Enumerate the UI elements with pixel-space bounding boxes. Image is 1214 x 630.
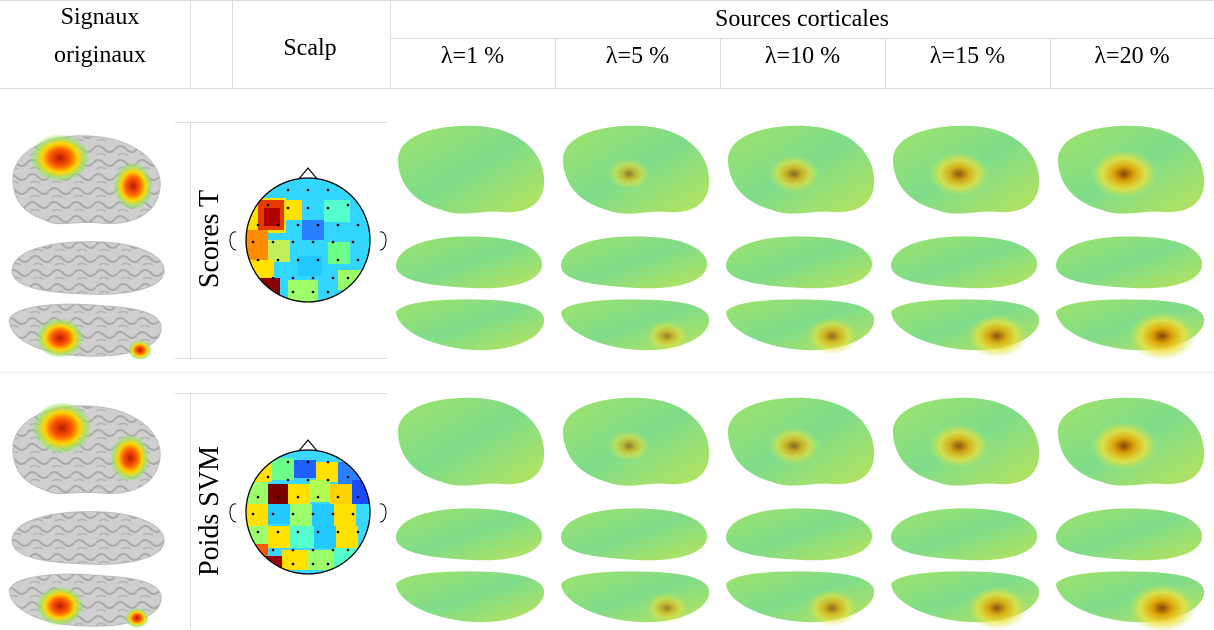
cortex-lateral-row2-col3 [727,397,875,486]
cortex-ventral-row2-col1 [396,571,545,623]
header-lambda-1: λ=1 % [440,43,505,69]
cortex-lateral-row1-col4 [892,125,1040,214]
cortex-ventral-row1-col5 [1056,299,1205,361]
header-original-signals-line2: originaux [54,42,146,68]
grid-v-3 [390,0,391,88]
cortex-lateral-row2-col1 [397,397,545,486]
header-lambda-10: λ=10 % [764,43,841,69]
cortex-medial-row1-col3 [725,236,873,289]
cortex-ventral-row1-col2 [561,299,710,352]
cortex-ventral-row2-col2 [561,571,710,624]
brain-medial-row1 [11,241,165,295]
cortex-lateral-row2-col2 [562,397,710,486]
cortex-ventral-row2-col3 [726,571,875,627]
grid-line-header-bottom [0,88,1214,89]
cortex-medial-row1-col4 [890,236,1038,289]
grid-v-2 [232,0,233,88]
brain-lateral-row2 [12,402,161,495]
cortex-lateral-row1-col3 [727,125,875,214]
cortex-medial-row1-col1 [395,236,543,289]
brain-lateral-row1 [12,134,161,225]
cortex-lateral-row2-col5 [1057,397,1205,486]
cortex-medial-row1-col2 [560,236,708,289]
label-box-1-top [175,122,387,123]
grid-v-7 [1050,38,1051,88]
cortex-ventral-row2-col4 [891,571,1040,630]
label-box-1-bottom [175,358,387,359]
cortex-medial-row2-col4 [890,508,1038,561]
cortex-medial-row2-col3 [725,508,873,561]
row-separator [0,372,1214,373]
cortex-lateral-row1-col1 [397,125,545,214]
header-original-signals-line1: Signaux [60,4,140,30]
label-box-2-top [175,393,387,394]
cortex-ventral-row2-col5 [1056,571,1205,630]
cortex-lateral-row2-col4 [892,397,1040,486]
header-lambda-15: λ=15 % [929,43,1006,69]
brain-ventral-row1 [8,303,162,360]
scalp-map-row1 [229,167,387,303]
grid-v-6 [885,38,886,88]
cortex-ventral-row1-col4 [891,299,1040,358]
header-lambda-20: λ=20 % [1094,43,1170,69]
cortex-medial-row1-col5 [1055,236,1203,289]
cortex-ventral-row1-col1 [396,299,545,351]
grid-v-5 [720,38,721,88]
cortex-medial-row2-col1 [395,508,543,561]
cortex-ventral-row1-col3 [726,299,875,355]
grid-line-top [0,0,1214,1]
label-box-1-left [190,122,191,358]
grid-v-1 [190,0,191,88]
label-box-2-left [190,393,191,629]
header-original-signals: Signaux originaux [10,3,190,69]
grid-line-lambda [390,38,1214,39]
cortex-lateral-row1-col5 [1057,125,1205,214]
cortex-lateral-row1-col2 [562,125,710,214]
cortex-medial-row2-col5 [1055,508,1203,561]
header-cortical-sources: Sources corticales [715,6,889,32]
header-scalp: Scalp [283,35,337,61]
row-label-svm-weights: Poids SVM [194,446,225,576]
grid-v-4 [555,38,556,88]
cortex-medial-row2-col2 [560,508,708,561]
row-label-scores-t: Scores T [194,189,225,289]
scalp-map-row2 [229,439,387,575]
brain-ventral-row2 [8,573,162,628]
header-lambda-5: λ=5 % [605,43,670,69]
brain-medial-row2 [11,511,165,565]
